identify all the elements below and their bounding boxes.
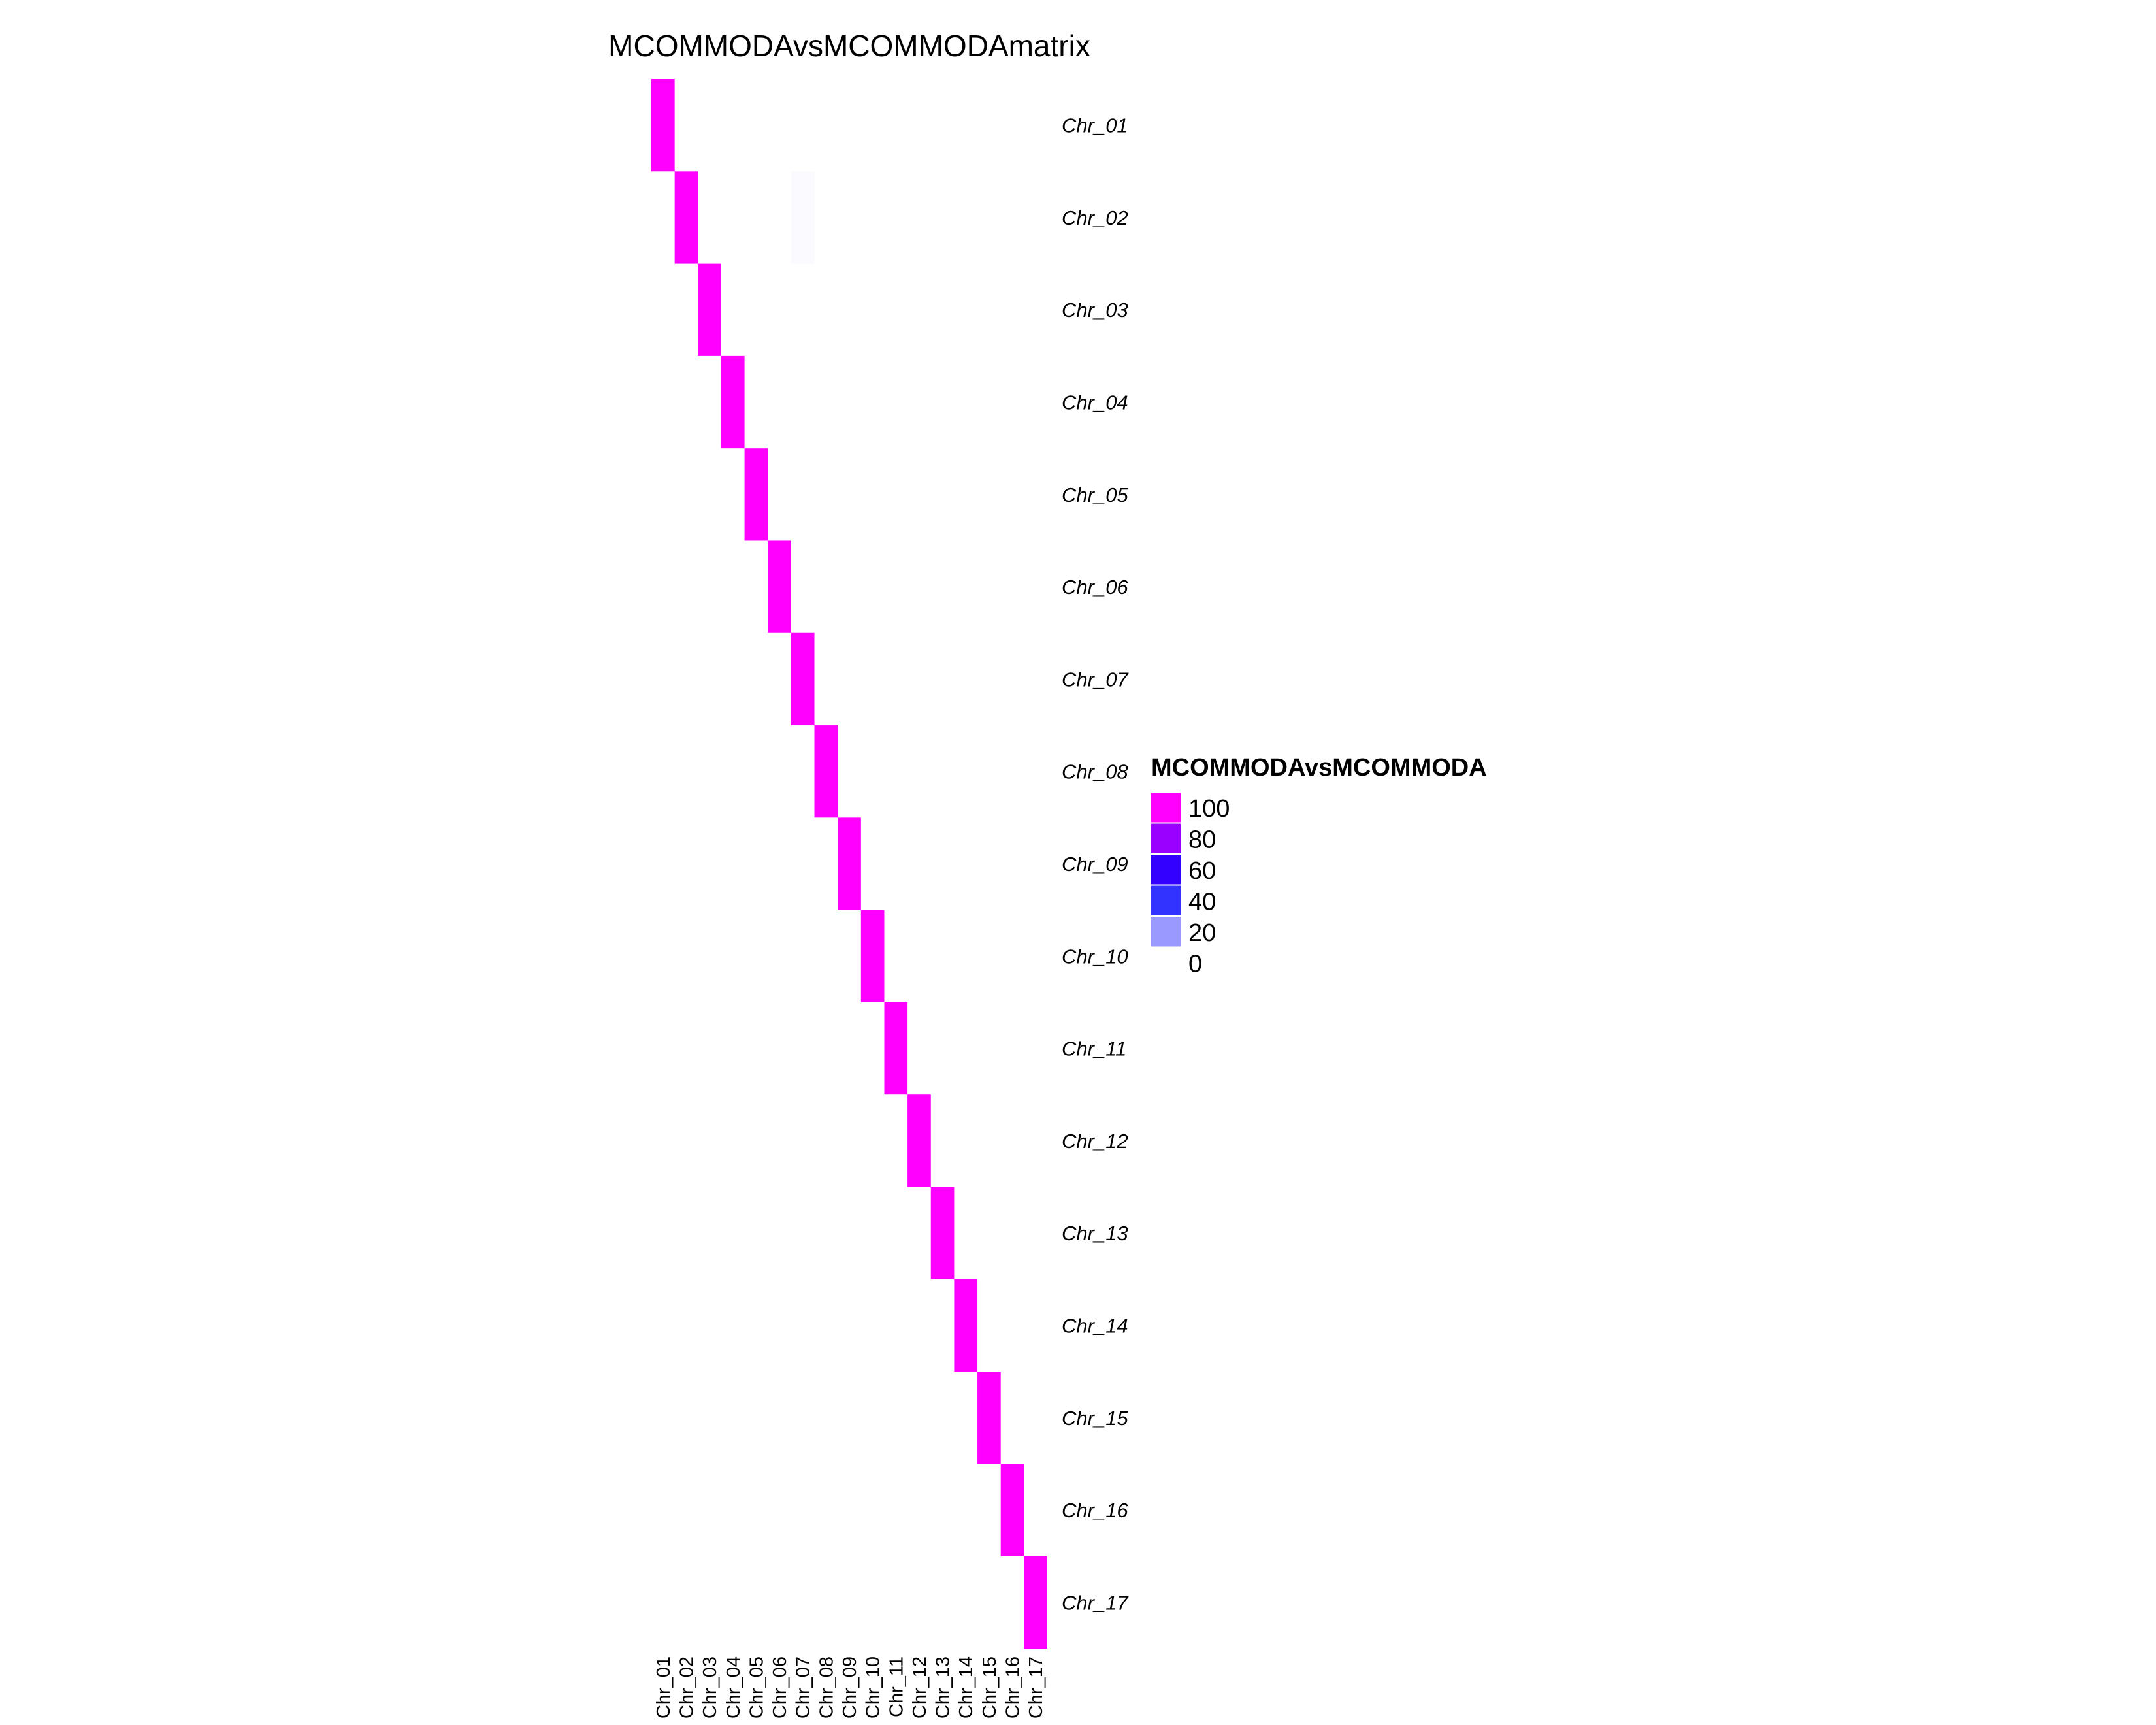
heatmap-cell (791, 632, 815, 726)
column-label: Chr_08 (816, 1656, 837, 1718)
row-label: Chr_09 (1062, 853, 1128, 876)
column-label: Chr_14 (956, 1656, 977, 1718)
row-label: Chr_08 (1062, 761, 1128, 783)
heatmap-cell (674, 171, 698, 264)
heatmap-cell (768, 540, 791, 633)
legend-keys: 100 80 60 40 20 0 (1151, 793, 1230, 978)
column-label: Chr_05 (746, 1656, 767, 1718)
legend-tick-label: 0 (1188, 950, 1202, 978)
heatmap-cell (1000, 1464, 1024, 1556)
heatmap-cell (721, 355, 745, 449)
legend-title: MCOMMODAvsMCOMMODA (1151, 754, 1487, 781)
column-label: Chr_17 (1026, 1656, 1047, 1718)
row-label: Chr_14 (1062, 1314, 1128, 1337)
column-labels: Chr_01 Chr_02 Chr_03 Chr_04 Chr_05 Chr_06 Chr_… (653, 1656, 1047, 1718)
column-label: Chr_07 (793, 1656, 814, 1718)
heatmap-cell (884, 1002, 908, 1095)
heatmap-cells (651, 79, 1047, 1649)
legend-key (1151, 917, 1181, 947)
row-label: Chr_07 (1062, 668, 1129, 691)
column-label: Chr_03 (700, 1656, 721, 1718)
row-label: Chr_17 (1062, 1591, 1129, 1614)
column-label: Chr_13 (933, 1656, 954, 1718)
column-label: Chr_04 (723, 1656, 744, 1718)
row-label: Chr_13 (1062, 1222, 1128, 1245)
column-label: Chr_09 (840, 1656, 860, 1718)
legend-tick-label: 100 (1188, 795, 1230, 823)
heatmap-cell (651, 79, 675, 172)
heatmap-cell (744, 448, 768, 541)
row-label: Chr_16 (1062, 1499, 1128, 1522)
row-label: Chr_02 (1062, 206, 1128, 229)
row-label: Chr_10 (1062, 945, 1128, 968)
chart-title: MCOMMODAvsMCOMMODAmatrix (608, 29, 1090, 63)
legend-tick-label: 20 (1188, 919, 1216, 947)
row-label: Chr_01 (1062, 114, 1128, 137)
column-label: Chr_10 (863, 1656, 884, 1718)
row-labels: Chr_01 Chr_02 Chr_03 Chr_04 Chr_05 Chr_06 Chr_… (1062, 114, 1129, 1615)
row-label: Chr_03 (1062, 299, 1128, 321)
legend-key (1151, 793, 1181, 823)
heatmap-cell (838, 817, 861, 910)
column-label: Chr_16 (1003, 1656, 1024, 1718)
column-label: Chr_15 (979, 1656, 1000, 1718)
legend-key (1151, 947, 1181, 978)
heatmap-cell (907, 1094, 931, 1187)
legend-key (1151, 885, 1181, 915)
row-label: Chr_06 (1062, 576, 1128, 599)
heatmap-cell (954, 1279, 978, 1372)
row-label: Chr_11 (1062, 1038, 1126, 1060)
heatmap-cell (791, 171, 815, 264)
column-label: Chr_06 (770, 1656, 791, 1718)
heatmap-cell (977, 1372, 1001, 1464)
column-label: Chr_01 (653, 1656, 674, 1718)
row-label: Chr_05 (1062, 484, 1128, 506)
column-label: Chr_12 (909, 1656, 930, 1718)
heatmap-cell (814, 725, 838, 818)
heatmap-cell (698, 263, 721, 356)
row-label: Chr_04 (1062, 391, 1128, 414)
row-label: Chr_15 (1062, 1407, 1128, 1430)
legend-tick-label: 40 (1188, 888, 1216, 915)
column-label: Chr_11 (886, 1656, 907, 1717)
row-label: Chr_12 (1062, 1130, 1128, 1153)
column-label: Chr_02 (676, 1656, 697, 1718)
legend-key (1151, 855, 1181, 885)
legend-tick-label: 80 (1188, 826, 1216, 853)
legend-key (1151, 823, 1181, 853)
heatmap-cell (930, 1187, 955, 1279)
color-legend: MCOMMODAvsMCOMMODA 100 80 60 40 20 0 (1151, 754, 1487, 978)
legend-tick-label: 60 (1188, 857, 1216, 885)
heatmap-cell (860, 910, 885, 1002)
heatmap-cell (1024, 1556, 1047, 1649)
